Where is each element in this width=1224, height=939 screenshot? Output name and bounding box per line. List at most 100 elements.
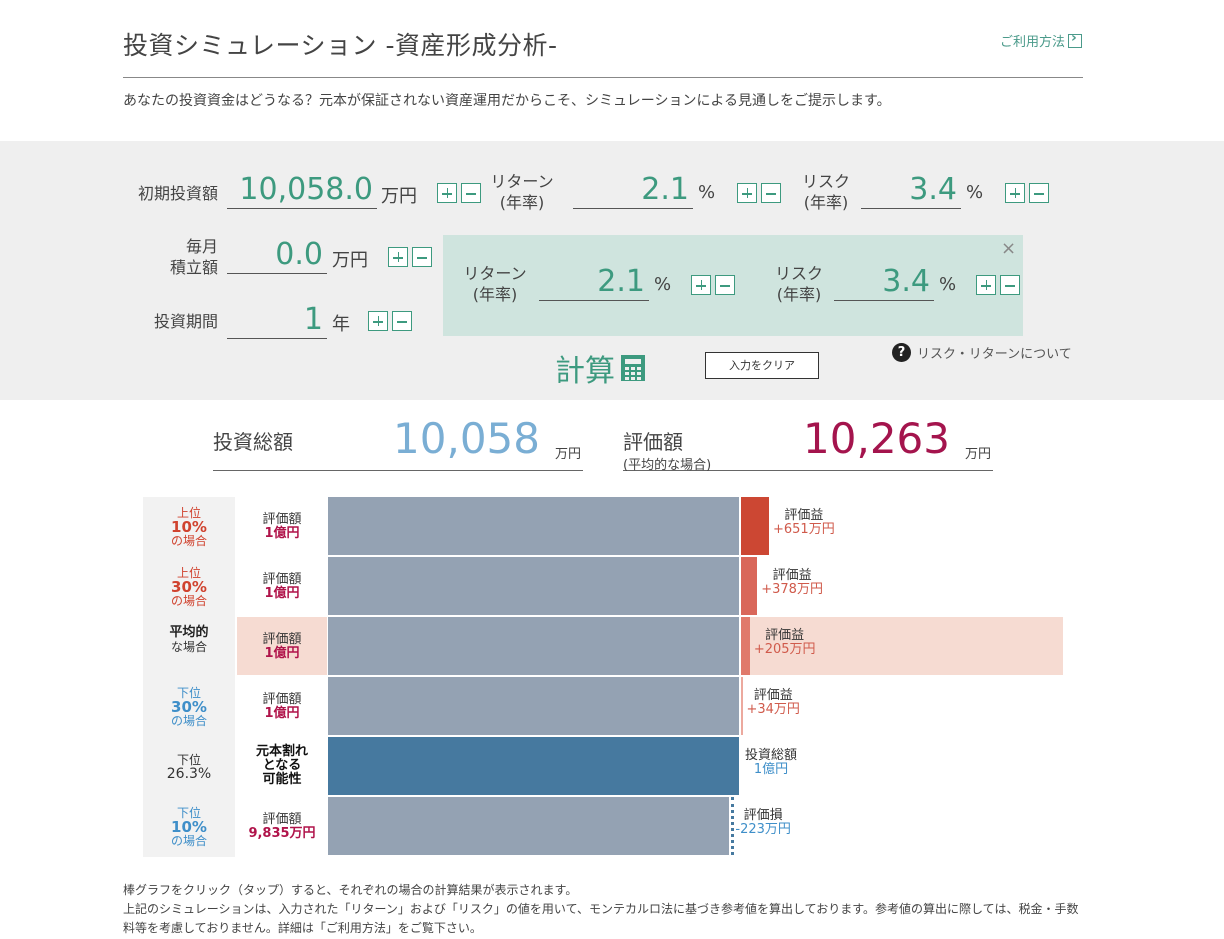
gain-bar[interactable] [741, 557, 758, 615]
plus-icon[interactable] [368, 311, 388, 331]
monthly-input[interactable]: 0.0 [227, 237, 327, 274]
evaluation-title: 評価額 [262, 632, 302, 647]
evaluation-label-line: 元本割れ [255, 744, 308, 759]
page-title: 投資シミュレーション -資産形成分析- [123, 31, 558, 60]
eval-sublabel: (平均的な場合) [623, 458, 712, 473]
chart-row[interactable]: 下位 26.3% 元本割れ となる 可能性 投資総額 1億円 [143, 737, 1063, 797]
evaluation-title: 評価額 [262, 572, 302, 587]
return-input[interactable]: 2.1 [573, 172, 693, 209]
risk-return-help-link[interactable]: ? リスク・リターンについて [892, 343, 1072, 362]
scenario-label: 上位 30% の場合 [143, 557, 235, 617]
gain-value: +378万円 [761, 582, 823, 597]
return2-input[interactable]: 2.1 [539, 264, 649, 301]
loss-marker [731, 797, 735, 855]
risk2-input[interactable]: 3.4 [834, 264, 934, 301]
external-link-icon [1068, 30, 1082, 48]
evaluation-label-line: 可能性 [262, 772, 302, 787]
minus-icon[interactable] [461, 183, 481, 203]
scenario-label-line3: の場合 [170, 594, 207, 608]
return2-unit: % [654, 274, 672, 295]
evaluation-amount: 1億円 [264, 706, 300, 721]
scenario-label-line2: 10% [171, 818, 207, 836]
eval-unit: 万円 [965, 447, 992, 462]
scenario-label-line3: の場合 [170, 714, 207, 728]
evaluation-label: 評価額 1億円 [237, 497, 327, 555]
minus-icon[interactable] [1000, 275, 1020, 295]
chart-row[interactable]: 上位 30% の場合 評価額 1億円 評価益 +378万円 [143, 557, 1063, 617]
principal-bar[interactable] [328, 797, 730, 855]
evaluation-amount: 1億円 [264, 586, 300, 601]
minus-icon[interactable] [715, 275, 735, 295]
principal-bar[interactable] [328, 497, 739, 555]
minus-icon[interactable] [412, 247, 432, 267]
plus-icon[interactable] [691, 275, 711, 295]
chart-row[interactable]: 下位 30% の場合 評価額 1億円 評価益 +34万円 [143, 677, 1063, 737]
return-unit: % [698, 182, 716, 203]
plus-icon[interactable] [1005, 183, 1025, 203]
gain-title: 評価損 [743, 808, 783, 823]
gain-bar[interactable] [741, 497, 769, 555]
evaluation-amount: 1億円 [264, 646, 300, 661]
gain-value: +651万円 [772, 522, 835, 537]
risk-label-line1: リスク [801, 172, 850, 191]
scenario-label-line1: 下位 [176, 753, 201, 767]
principal-bar[interactable] [328, 737, 739, 795]
gain-bar[interactable] [741, 677, 743, 735]
principal-bar[interactable] [328, 617, 739, 675]
gain-bar[interactable] [741, 617, 750, 675]
eval-summary [623, 410, 993, 471]
gain-title: 評価益 [772, 568, 812, 583]
initial-stepper [437, 183, 481, 203]
footer-line2: 上記のシミュレーションは、入力された「リターン」および「リスク」の値を用いて、モ… [123, 902, 1079, 935]
minus-icon[interactable] [392, 311, 412, 331]
initial-label: 初期投資額 [137, 184, 218, 203]
gain-text: 投資総額 1億円 [745, 749, 797, 777]
plus-icon[interactable] [976, 275, 996, 295]
return2-label: リターン (年率) [453, 263, 537, 305]
minus-icon[interactable] [761, 183, 781, 203]
scenario-label-line1: 上位 [176, 566, 201, 580]
close-icon[interactable]: × [1001, 238, 1017, 259]
scenario-label-line3: の場合 [170, 534, 207, 548]
gain-text: 評価益 +205万円 [754, 629, 816, 657]
gain-text: 評価益 +34万円 [747, 689, 800, 717]
period-label: 投資期間 [153, 312, 218, 331]
evaluation-amount: 1億円 [264, 526, 300, 541]
gain-value: +205万円 [753, 642, 816, 657]
clear-button[interactable]: 入力をクリア [705, 352, 819, 379]
evaluation-title: 評価額 [262, 692, 302, 707]
calculate-button[interactable]: 計算 [555, 346, 645, 390]
minus-icon[interactable] [1029, 183, 1049, 203]
chart-row[interactable]: 下位 10% の場合 評価額 9,835万円 評価損 -223万円 [143, 797, 1063, 857]
risk-return-help-label: リスク・リターンについて [917, 347, 1072, 362]
plus-icon[interactable] [737, 183, 757, 203]
evaluation-label: 元本割れ となる 可能性 [237, 737, 327, 795]
footer-line1: 棒グラフをクリック（タップ）すると、それぞれの場合の計算結果が表示されます。 [123, 883, 578, 897]
period-stepper [368, 311, 412, 331]
chart-row[interactable]: 上位 10% の場合 評価額 1億円 評価益 +651万円 [143, 497, 1063, 557]
plus-icon[interactable] [388, 247, 408, 267]
monthly-label: 毎月 積立額 [150, 236, 218, 278]
plus-icon[interactable] [437, 183, 457, 203]
risk-input[interactable]: 3.4 [861, 172, 961, 209]
gain-text: 評価益 +651万円 [773, 509, 835, 537]
help-link[interactable]: ご利用方法 [1000, 30, 1082, 50]
average-highlight [237, 617, 327, 675]
return-label-line1: リターン [490, 172, 554, 191]
footer-notes: 棒グラフをクリック（タップ）すると、それぞれの場合の計算結果が表示されます。 上… [123, 881, 1083, 938]
evaluation-title: 評価額 [262, 512, 302, 527]
scenario-label-line1: 下位 [176, 806, 201, 820]
principal-bar[interactable] [328, 557, 739, 615]
total-label: 投資総額 [213, 430, 293, 454]
eval-value: 10,263 [803, 414, 950, 463]
eval-label: 評価額 [623, 430, 683, 454]
risk2-unit: % [939, 274, 957, 295]
period-input[interactable]: 1 [227, 302, 327, 339]
principal-bar[interactable] [328, 677, 739, 735]
risk-label-line2: (年率) [803, 193, 849, 212]
initial-input[interactable]: 10,058.0 [227, 172, 377, 209]
risk-stepper [1005, 183, 1049, 203]
risk-label: リスク (年率) [790, 171, 862, 213]
chart-row[interactable]: 平均的 な場合 評価額 1億円 評価益 +205万円 [143, 617, 1063, 677]
risk2-label: リスク (年率) [763, 263, 835, 305]
